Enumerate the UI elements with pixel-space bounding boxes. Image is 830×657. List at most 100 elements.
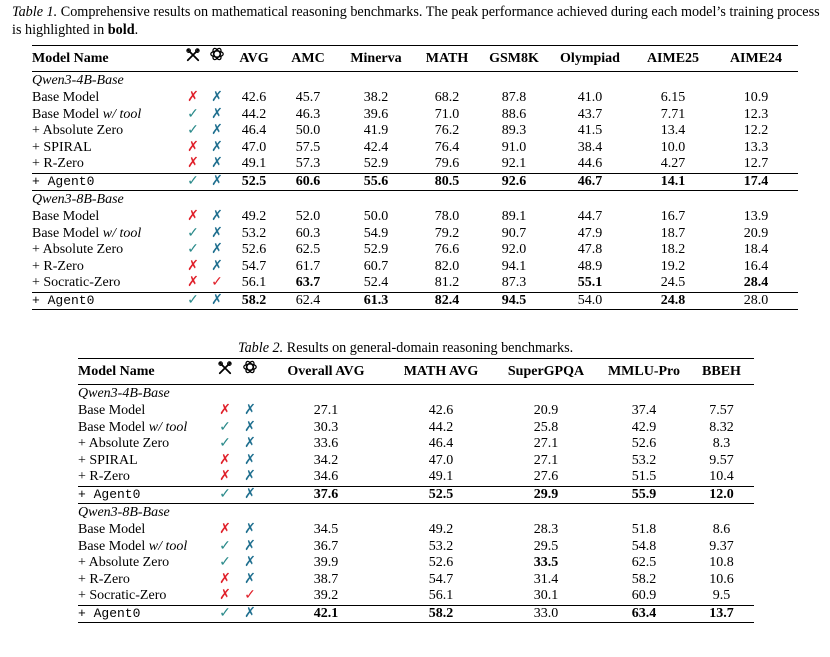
model-name: + Absolute Zero	[78, 436, 213, 453]
header-col-1: AMC	[278, 45, 338, 72]
check-icon: ✓	[219, 555, 231, 570]
model-name-text: + Agent0	[78, 605, 141, 621]
value-cell: 53.2	[631, 452, 657, 468]
value-cell: 28.4	[743, 275, 769, 290]
group-row: Qwen3-8B-Base	[32, 190, 798, 209]
value-cell: 55.6	[338, 172, 414, 191]
value-cell: 50.0	[363, 209, 389, 224]
model-name-text: + SPIRAL	[78, 452, 138, 468]
value-cell: 8.32	[709, 419, 734, 435]
cross-icon: ✗	[187, 139, 199, 155]
model-name-text: Base Model	[32, 225, 100, 241]
cross-icon: ✗	[204, 172, 230, 191]
table2: Model Name Overall AVG MATH AVG SuperGPQA MM…	[78, 358, 754, 623]
cross-icon: ✗	[237, 485, 263, 504]
model-name-text: + R-Zero	[78, 469, 130, 484]
value-cell: 12.3	[743, 106, 769, 122]
value-cell: 25.8	[533, 419, 559, 435]
value-cell: 87.3	[501, 275, 527, 290]
model-name-text: + Absolute Zero	[32, 123, 124, 138]
value-cell: 20.9	[743, 225, 769, 241]
group-title: Qwen3-4B-Base	[78, 384, 754, 403]
check-icon: ✓	[182, 291, 204, 310]
model-name: Base Model w/ tool	[78, 420, 213, 437]
value-cell: 13.3	[743, 139, 769, 155]
value-cell: 52.4	[363, 275, 389, 290]
value-cell: 12.7	[743, 156, 769, 171]
value-cell: 49.1	[428, 469, 454, 484]
model-name: + Agent0	[32, 172, 182, 191]
value-cell: 9.5	[712, 588, 731, 603]
value-cell: 43.7	[577, 106, 603, 122]
value-cell: 10.6	[709, 571, 734, 587]
model-name: Base Model w/ tool	[78, 539, 213, 556]
header-col-2: SuperGPQA	[493, 358, 599, 385]
header-col-5: Olympiad	[548, 45, 632, 72]
value-cell: 14.1	[632, 172, 714, 191]
model-name: Base Model	[78, 403, 213, 420]
cross-icon: ✗	[211, 139, 223, 155]
value-cell: 28.3	[533, 522, 559, 537]
model-name-suffix: w/ tool	[102, 225, 142, 241]
value-cell: 94.1	[501, 258, 527, 274]
value-cell: 52.9	[363, 156, 389, 171]
model-name: Base Model w/ tool	[32, 107, 182, 124]
header-model-name: Model Name	[78, 358, 213, 385]
value-cell: 42.6	[241, 90, 267, 105]
value-cell: 54.7	[428, 571, 454, 587]
value-cell: 82.0	[434, 258, 460, 274]
cross-icon: ✗	[244, 452, 256, 468]
model-name-text: Base Model	[32, 106, 100, 122]
value-cell: 27.1	[313, 403, 339, 418]
table-row: + R-Zero ✗ ✗ 54.7 61.7 60.7 82.0 94.1 48.9 19.2 16…	[32, 259, 798, 276]
table-row: + Absolute Zero ✓ ✗ 33.6 46.4 27.1 52.6 8.3	[78, 436, 754, 453]
table-row: + Agent0 ✓ ✗ 58.2 62.4 61.3 82.4 94.5 54.0 24.8 28…	[32, 291, 798, 310]
table2-caption-text: Results on general-domain reasoning benc…	[286, 340, 574, 356]
model-name-text: + R-Zero	[32, 156, 84, 171]
value-cell: 63.7	[295, 275, 321, 290]
value-cell: 33.6	[313, 436, 339, 451]
model-name: Base Model	[32, 209, 182, 226]
model-name: + Absolute Zero	[32, 123, 182, 140]
value-cell: 92.1	[501, 156, 527, 171]
value-cell: 60.6	[278, 172, 338, 191]
value-cell: 9.37	[709, 538, 734, 554]
cross-icon: ✗	[219, 522, 231, 537]
header-col-4: BBEH	[689, 358, 754, 385]
openai-icon	[204, 45, 230, 72]
value-cell: 28.0	[714, 291, 798, 310]
value-cell: 44.2	[241, 106, 267, 122]
value-cell: 46.7	[548, 172, 632, 191]
table-row: + Socratic-Zero ✗ ✓ 39.2 56.1 30.1 60.9 9.5	[78, 588, 754, 605]
value-cell: 8.3	[712, 436, 731, 451]
cross-icon: ✗	[211, 242, 223, 257]
value-cell: 92.6	[480, 172, 548, 191]
value-cell: 12.0	[689, 485, 754, 504]
group-row: Qwen3-4B-Base	[78, 384, 754, 403]
model-name-text: + Absolute Zero	[78, 555, 170, 570]
value-cell: 54.8	[631, 538, 657, 554]
value-cell: 76.6	[434, 242, 460, 257]
value-cell: 4.27	[660, 156, 686, 171]
value-cell: 45.7	[295, 90, 321, 105]
table-row: Base Model ✗ ✗ 34.5 49.2 28.3 51.8 8.6	[78, 522, 754, 539]
value-cell: 13.7	[689, 604, 754, 623]
header-col-0: Overall AVG	[263, 358, 389, 385]
cross-icon: ✗	[244, 419, 256, 435]
table-row: Base Model w/ tool ✓ ✗ 53.2 60.3 54.9 79.2 90.7…	[32, 226, 798, 243]
cross-icon: ✗	[187, 258, 199, 274]
model-name: + SPIRAL	[78, 453, 213, 470]
cross-icon: ✗	[219, 469, 231, 484]
check-icon: ✓	[187, 106, 199, 122]
table-row: + Agent0 ✓ ✗ 52.5 60.6 55.6 80.5 92.6 46.7 14.1 17…	[32, 172, 798, 191]
value-cell: 49.2	[241, 209, 267, 224]
table-row: + R-Zero ✗ ✗ 34.6 49.1 27.6 51.5 10.4	[78, 469, 754, 486]
value-cell: 57.5	[295, 139, 321, 155]
value-cell: 27.1	[533, 436, 559, 451]
model-name-text: + SPIRAL	[32, 139, 92, 155]
value-cell: 41.0	[577, 90, 603, 105]
table2-caption: Table 2. Results on general-domain reaso…	[238, 339, 573, 357]
value-cell: 80.5	[414, 172, 480, 191]
value-cell: 52.0	[295, 209, 321, 224]
table-row: + SPIRAL ✗ ✗ 47.0 57.5 42.4 76.4 91.0 38.4 10.0 13…	[32, 140, 798, 157]
